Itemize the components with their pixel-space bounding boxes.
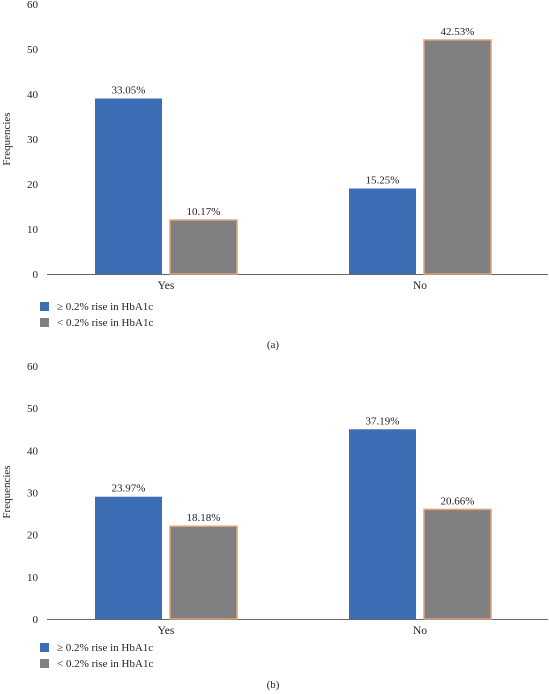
y-tick-label: 30: [27, 488, 39, 500]
legend-entry-series-1: ≥ 0.2% rise in HbA1c: [57, 642, 153, 654]
panel-label: (b): [267, 679, 280, 691]
x-tick-label: No: [413, 280, 427, 292]
chart-panel-1: 0 10 20 30 40 50 60 Frequencies 33.05% 10.17% Yes 1…: [1, 0, 548, 351]
data-label: 23.97%: [112, 483, 146, 495]
data-label: 18.18%: [187, 512, 221, 524]
bar-yes-series-1: [95, 496, 162, 619]
y-tick-label: 40: [27, 445, 39, 457]
data-label: 15.25%: [366, 175, 400, 187]
y-tick-label: 10: [27, 572, 39, 584]
panel-label: (a): [267, 339, 280, 351]
y-axis-label: Frequencies: [1, 112, 13, 165]
chart-panel-2: 0 10 20 30 40 50 60 Frequencies 23.97% 18.18% Yes 3…: [1, 361, 548, 691]
bar-yes-series-2: [169, 525, 238, 620]
y-tick-label: 60: [27, 0, 39, 11]
bar-yes-series-2: [169, 219, 238, 275]
data-label: 37.19%: [366, 415, 400, 427]
x-tick-label: Yes: [158, 625, 175, 637]
data-label: 33.05%: [112, 85, 146, 97]
y-tick-label: 50: [27, 44, 39, 56]
y-tick-label: 10: [27, 224, 39, 236]
bar-no-series-2: [423, 39, 492, 275]
data-label: 10.17%: [187, 206, 221, 218]
legend-swatch-series-1: [40, 643, 49, 652]
y-axis-label: Frequencies: [1, 465, 13, 518]
y-tick-label: 50: [27, 403, 39, 415]
bar-no-series-1: [349, 429, 416, 619]
y-tick-label: 30: [27, 134, 39, 146]
y-tick-label: 0: [33, 614, 39, 626]
y-tick-label: 40: [27, 89, 39, 101]
legend-entry-series-2: < 0.2% rise in HbA1c: [57, 317, 153, 329]
y-tick-label: 60: [27, 361, 39, 373]
data-label: 20.66%: [441, 495, 475, 507]
bar-yes-series-1: [95, 98, 162, 274]
bar-no-series-2: [423, 508, 492, 620]
y-tick-label: 20: [27, 530, 39, 542]
legend-swatch-series-2: [40, 659, 49, 668]
legend-entry-series-2: < 0.2% rise in HbA1c: [57, 658, 153, 670]
legend-entry-series-1: ≥ 0.2% rise in HbA1c: [57, 301, 153, 313]
y-tick-label: 0: [33, 269, 39, 281]
x-tick-label: No: [413, 625, 427, 637]
bar-no-series-1: [349, 188, 416, 274]
legend-swatch-series-2: [40, 318, 49, 327]
x-tick-label: Yes: [158, 280, 175, 292]
y-tick-label: 20: [27, 179, 39, 191]
legend-swatch-series-1: [40, 302, 49, 311]
data-label: 42.53%: [441, 26, 475, 38]
